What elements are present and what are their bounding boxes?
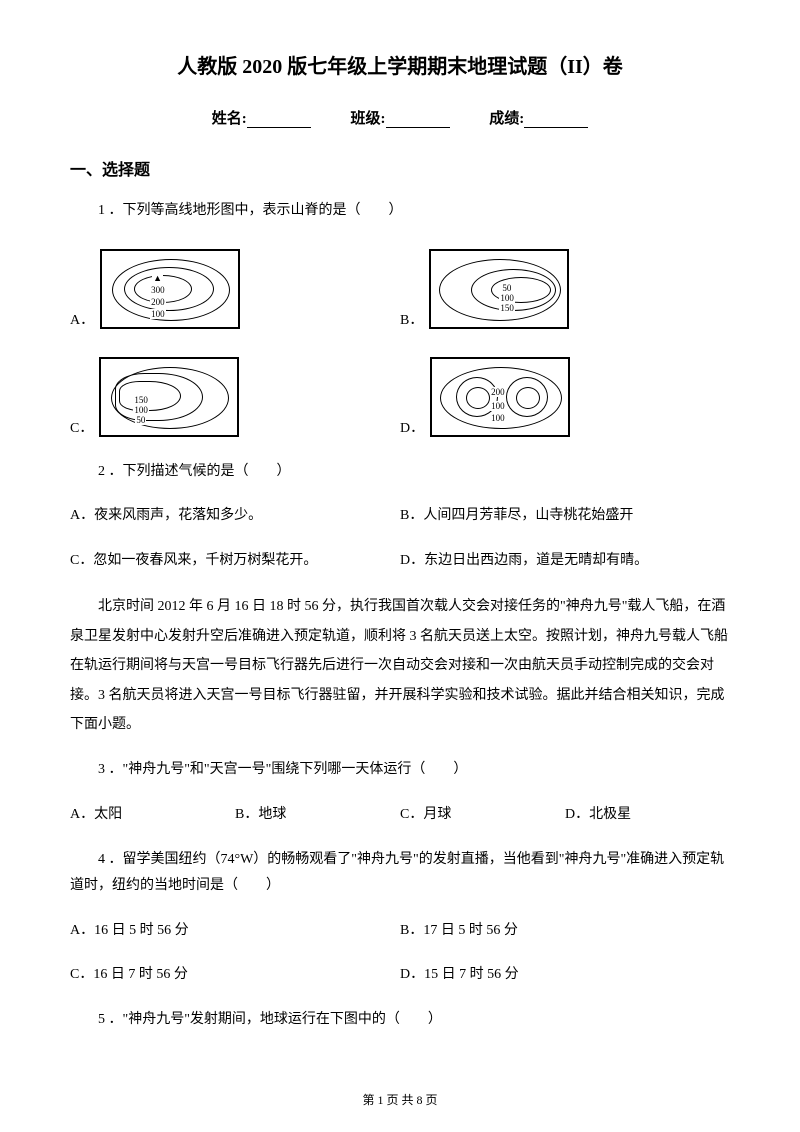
q4-choice-a[interactable]: A．16 日 5 时 56 分 (70, 918, 400, 945)
contour-diagram-c: 150 100 50 (99, 357, 239, 437)
q1-choice-c[interactable]: C． 150 100 50 (70, 351, 400, 443)
q3-choice-a[interactable]: A．太阳 (70, 802, 235, 829)
q4-choice-d[interactable]: D．15 日 7 时 56 分 (400, 962, 730, 989)
q2-choices-row-1: A．夜来风雨声，花落知多少。 B．人间四月芳菲尽，山寺桃花始盛开 (70, 503, 730, 530)
contour-label: 100 (490, 401, 506, 411)
contour-diagram-a: ▲ 300 200 100 (100, 249, 240, 329)
contour-label: 100 (499, 293, 515, 303)
contour-label: 100 (490, 413, 506, 423)
q2-choice-b[interactable]: B．人间四月芳菲尽，山寺桃花始盛开 (400, 503, 730, 530)
q3-choice-c[interactable]: C．月球 (400, 802, 565, 829)
q1-choice-a[interactable]: A． ▲ 300 200 100 (70, 243, 400, 335)
contour-label: 150 (499, 303, 515, 313)
name-label: 姓名: (212, 111, 247, 127)
q2-choice-a[interactable]: A．夜来风雨声，花落知多少。 (70, 503, 400, 530)
q3-choice-b[interactable]: B．地球 (235, 802, 400, 829)
contour-label: 150 (133, 395, 149, 405)
q1-a-label: A． (70, 309, 94, 329)
contour-label: 200 (150, 297, 166, 307)
class-blank[interactable] (386, 110, 450, 128)
q4-choices-row-1: A．16 日 5 时 56 分 B．17 日 5 时 56 分 (70, 918, 730, 945)
page-title: 人教版 2020 版七年级上学期期末地理试题（II）卷 (70, 50, 730, 79)
student-info-row: 姓名: 班级: 成绩: (70, 107, 730, 128)
question-3-text: 3 ．"神舟九号"和"天宫一号"围绕下列哪一天体运行（ ） (70, 757, 730, 784)
contour-label: 50 (501, 283, 512, 293)
contour-diagram-b: 50 100 150 (429, 249, 569, 329)
contour-label: 200 (490, 387, 506, 397)
q1-choices-row-1: A． ▲ 300 200 100 B． 50 100 150 (70, 243, 730, 335)
name-blank[interactable] (247, 110, 311, 128)
question-4-text: 4 ．留学美国纽约（74°W）的畅畅观看了"神舟九号"的发射直播，当他看到"神舟… (70, 847, 730, 900)
section-1-header: 一、选择题 (70, 156, 730, 180)
contour-label: 100 (133, 405, 149, 415)
passage-text: 北京时间 2012 年 6 月 16 日 18 时 56 分，执行我国首次载人交… (70, 592, 730, 739)
q2-choice-d[interactable]: D．东边日出西边雨，道是无晴却有晴。 (400, 548, 730, 575)
q1-b-label: B． (400, 309, 423, 329)
contour-label: 300 (150, 285, 166, 295)
q1-choices-row-2: C． 150 100 50 D． 200 100 100 (70, 351, 730, 443)
page-footer: 第 1 页 共 8 页 (0, 1091, 800, 1108)
peak-icon: ▲ (152, 273, 163, 283)
q4-choice-b[interactable]: B．17 日 5 时 56 分 (400, 918, 730, 945)
q1-choice-b[interactable]: B． 50 100 150 (400, 243, 730, 335)
question-2-text: 2 ．下列描述气候的是（ ） (70, 459, 730, 486)
contour-label: 100 (150, 309, 166, 319)
class-label: 班级: (351, 111, 386, 127)
q1-choice-d[interactable]: D． 200 100 100 (400, 351, 730, 443)
contour-label: 50 (135, 415, 146, 425)
q2-choices-row-2: C．忽如一夜春风来，千树万树梨花开。 D．东边日出西边雨，道是无晴却有晴。 (70, 548, 730, 575)
score-label: 成绩: (489, 111, 524, 127)
contour-diagram-d: 200 100 100 (430, 357, 570, 437)
q1-d-label: D． (400, 417, 424, 437)
q1-c-label: C． (70, 417, 93, 437)
question-1-text: 1 ．下列等高线地形图中，表示山脊的是（ ） (70, 198, 730, 225)
q4-choice-c[interactable]: C．16 日 7 时 56 分 (70, 962, 400, 989)
score-blank[interactable] (524, 110, 588, 128)
q3-choices: A．太阳 B．地球 C．月球 D．北极星 (70, 802, 730, 829)
q4-choices-row-2: C．16 日 7 时 56 分 D．15 日 7 时 56 分 (70, 962, 730, 989)
q3-choice-d[interactable]: D．北极星 (565, 802, 730, 829)
question-5-text: 5 ．"神舟九号"发射期间，地球运行在下图中的（ ） (70, 1007, 730, 1034)
q2-choice-c[interactable]: C．忽如一夜春风来，千树万树梨花开。 (70, 548, 400, 575)
